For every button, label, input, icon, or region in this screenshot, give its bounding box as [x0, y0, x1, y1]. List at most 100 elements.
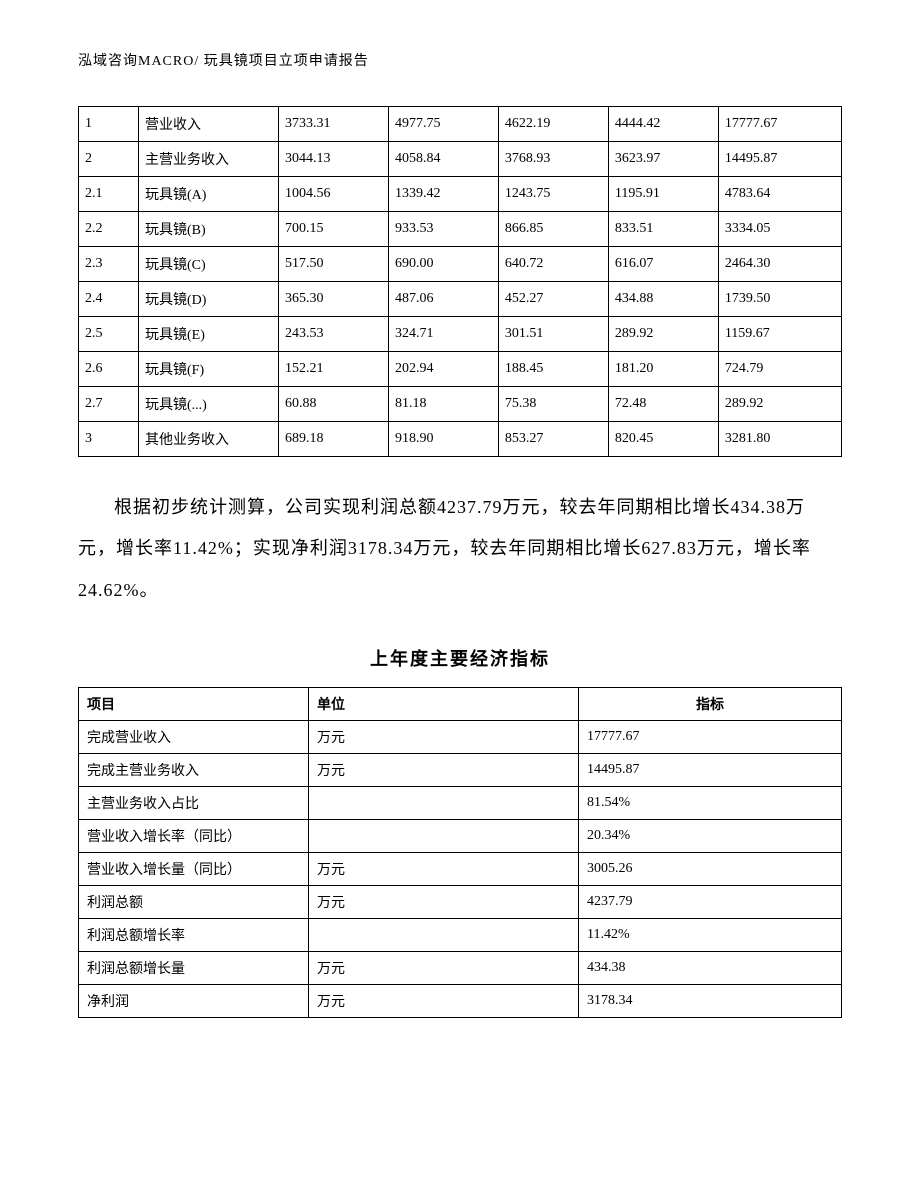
table-cell: 833.51 [608, 212, 718, 247]
table-cell: 万元 [309, 721, 579, 754]
table-cell: 4783.64 [718, 177, 841, 212]
table-cell: 14495.87 [579, 754, 842, 787]
table-row: 3其他业务收入689.18918.90853.27820.453281.80 [79, 422, 842, 457]
table-cell: 152.21 [279, 352, 389, 387]
table-cell: 营业收入 [139, 107, 279, 142]
table-row: 营业收入增长率（同比） 20.34% [79, 820, 842, 853]
table-cell: 万元 [309, 886, 579, 919]
table-cell: 3281.80 [718, 422, 841, 457]
table-cell: 487.06 [388, 282, 498, 317]
table-cell: 2.5 [79, 317, 139, 352]
revenue-table-body: 1营业收入3733.314977.754622.194444.4217777.6… [79, 107, 842, 457]
table-cell: 主营业务收入 [139, 142, 279, 177]
table-cell: 万元 [309, 853, 579, 886]
table-cell: 利润总额 [79, 886, 309, 919]
table-cell: 3 [79, 422, 139, 457]
table-row: 2.3玩具镜(C)517.50690.00640.72616.072464.30 [79, 247, 842, 282]
header-metric: 指标 [579, 688, 842, 721]
table-row: 利润总额万元4237.79 [79, 886, 842, 919]
table-cell: 188.45 [498, 352, 608, 387]
table-row: 2.5玩具镜(E)243.53324.71301.51289.921159.67 [79, 317, 842, 352]
table-cell: 营业收入增长量（同比） [79, 853, 309, 886]
table-cell: 3334.05 [718, 212, 841, 247]
table-cell: 1195.91 [608, 177, 718, 212]
table-cell: 75.38 [498, 387, 608, 422]
table-cell: 3623.97 [608, 142, 718, 177]
table-cell: 866.85 [498, 212, 608, 247]
table-row: 2.2玩具镜(B)700.15933.53866.85833.513334.05 [79, 212, 842, 247]
table-cell: 4977.75 [388, 107, 498, 142]
table-cell: 452.27 [498, 282, 608, 317]
table-cell: 净利润 [79, 985, 309, 1018]
table-cell: 玩具镜(...) [139, 387, 279, 422]
table-cell: 2 [79, 142, 139, 177]
table-cell: 利润总额增长率 [79, 919, 309, 952]
table-cell: 2.1 [79, 177, 139, 212]
table-cell: 81.54% [579, 787, 842, 820]
table-row: 利润总额增长率 11.42% [79, 919, 842, 952]
table-cell: 玩具镜(C) [139, 247, 279, 282]
table-cell: 616.07 [608, 247, 718, 282]
revenue-table: 1营业收入3733.314977.754622.194444.4217777.6… [78, 106, 842, 457]
table-cell [309, 919, 579, 952]
table-cell: 60.88 [279, 387, 389, 422]
table-cell: 324.71 [388, 317, 498, 352]
table-cell: 利润总额增长量 [79, 952, 309, 985]
table-cell: 其他业务收入 [139, 422, 279, 457]
table-cell: 4058.84 [388, 142, 498, 177]
table-cell: 820.45 [608, 422, 718, 457]
table-cell: 完成主营业务收入 [79, 754, 309, 787]
table-cell: 181.20 [608, 352, 718, 387]
table-cell: 933.53 [388, 212, 498, 247]
table-cell: 81.18 [388, 387, 498, 422]
table-cell: 72.48 [608, 387, 718, 422]
table-cell [309, 787, 579, 820]
table-cell: 完成营业收入 [79, 721, 309, 754]
table-row: 完成主营业务收入万元14495.87 [79, 754, 842, 787]
table-cell: 17777.67 [579, 721, 842, 754]
table-row: 净利润万元3178.34 [79, 985, 842, 1018]
header-unit: 单位 [309, 688, 579, 721]
table-cell: 517.50 [279, 247, 389, 282]
table-cell: 玩具镜(D) [139, 282, 279, 317]
table-cell: 万元 [309, 985, 579, 1018]
table-cell: 主营业务收入占比 [79, 787, 309, 820]
table-cell: 万元 [309, 754, 579, 787]
table-cell: 918.90 [388, 422, 498, 457]
table-cell: 营业收入增长率（同比） [79, 820, 309, 853]
table-cell: 1339.42 [388, 177, 498, 212]
table-cell: 434.88 [608, 282, 718, 317]
table-cell: 20.34% [579, 820, 842, 853]
table-cell: 1243.75 [498, 177, 608, 212]
table-cell: 289.92 [718, 387, 841, 422]
table-cell: 2.4 [79, 282, 139, 317]
table-row: 营业收入增长量（同比）万元3005.26 [79, 853, 842, 886]
table-cell: 434.38 [579, 952, 842, 985]
table-cell: 724.79 [718, 352, 841, 387]
table-cell: 玩具镜(A) [139, 177, 279, 212]
table-cell: 1 [79, 107, 139, 142]
table-row: 2.4玩具镜(D)365.30487.06452.27434.881739.50 [79, 282, 842, 317]
table-cell: 玩具镜(E) [139, 317, 279, 352]
table-cell: 853.27 [498, 422, 608, 457]
table-cell: 3005.26 [579, 853, 842, 886]
table-cell: 202.94 [388, 352, 498, 387]
table-cell: 3733.31 [279, 107, 389, 142]
table-cell: 2.6 [79, 352, 139, 387]
indicators-title: 上年度主要经济指标 [78, 645, 842, 671]
summary-paragraph: 根据初步统计测算，公司实现利润总额4237.79万元，较去年同期相比增长434.… [78, 487, 842, 611]
table-row: 2.1玩具镜(A)1004.561339.421243.751195.91478… [79, 177, 842, 212]
table-cell: 万元 [309, 952, 579, 985]
table-row: 2.7玩具镜(...)60.8881.1875.3872.48289.92 [79, 387, 842, 422]
table-cell: 4444.42 [608, 107, 718, 142]
table-cell: 11.42% [579, 919, 842, 952]
table-row: 1营业收入3733.314977.754622.194444.4217777.6… [79, 107, 842, 142]
table-cell: 1159.67 [718, 317, 841, 352]
table-row: 2.6玩具镜(F)152.21202.94188.45181.20724.79 [79, 352, 842, 387]
table-cell: 3178.34 [579, 985, 842, 1018]
table-cell: 2.7 [79, 387, 139, 422]
table-row: 主营业务收入占比 81.54% [79, 787, 842, 820]
table-header-row: 项目 单位 指标 [79, 688, 842, 721]
header-item: 项目 [79, 688, 309, 721]
table-cell: 2.2 [79, 212, 139, 247]
